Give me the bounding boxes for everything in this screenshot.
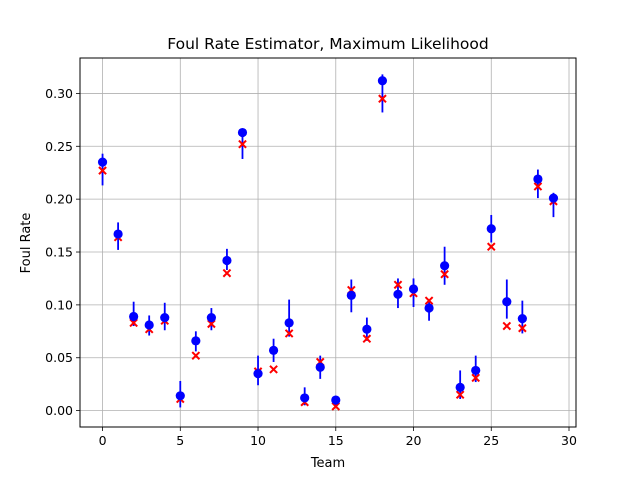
y-tick-label: 0.05 — [45, 350, 73, 365]
estimate-point — [97, 157, 108, 167]
estimate-point — [253, 369, 263, 379]
true-value-marker — [98, 166, 107, 175]
estimate-point — [315, 362, 325, 372]
y-tick-label: 0.15 — [45, 245, 73, 260]
estimate-point — [517, 314, 527, 324]
estimate-point — [160, 312, 170, 323]
estimate-point — [377, 76, 388, 86]
x-tick-label: 20 — [406, 433, 422, 448]
estimate-point — [548, 193, 559, 203]
chart-title: Foul Rate Estimator, Maximum Likelihood — [167, 35, 488, 53]
x-tick-label: 15 — [328, 433, 344, 448]
estimate-point — [471, 365, 481, 376]
x-tick-label: 0 — [99, 433, 107, 448]
y-tick-label: 0.25 — [45, 139, 73, 154]
estimate-point — [237, 127, 248, 138]
x-tick-label: 25 — [483, 433, 499, 448]
estimate-point — [113, 229, 123, 239]
true-value-marker — [129, 318, 138, 328]
true-value-marker — [222, 268, 232, 278]
estimate-point — [222, 255, 232, 266]
true-value-marker — [269, 365, 278, 374]
estimate-point — [144, 320, 154, 330]
x-axis-label: Team — [310, 456, 345, 471]
true-value-marker — [207, 319, 216, 329]
true-value-marker — [486, 242, 496, 252]
true-value-marker — [362, 334, 372, 344]
estimate-point — [268, 345, 279, 355]
y-axis-ticks: 0.00 0.05 0.10 0.15 0.20 0.25 0.30 — [45, 86, 80, 418]
y-axis-label: Foul Rate — [19, 213, 34, 274]
estimate-markers — [97, 76, 559, 405]
true-value-marker — [440, 269, 449, 279]
estimate-point — [284, 318, 294, 328]
x-axis-ticks: 0 5 10 15 20 25 30 — [99, 427, 577, 448]
estimate-point — [502, 297, 512, 307]
estimate-point — [331, 395, 341, 405]
estimate-point — [440, 261, 450, 271]
y-tick-label: 0.30 — [45, 86, 73, 101]
true-value-marker — [424, 296, 434, 305]
estimate-point — [206, 312, 216, 323]
estimate-point — [533, 174, 543, 184]
x-tick-label: 5 — [176, 433, 184, 448]
estimate-point — [455, 382, 465, 392]
estimate-point — [486, 224, 496, 234]
estimate-point — [191, 336, 201, 346]
true-value-marker — [518, 323, 527, 333]
y-tick-label: 0.10 — [45, 297, 73, 312]
estimate-point — [346, 290, 356, 300]
estimate-point — [129, 311, 139, 322]
estimate-point — [408, 284, 419, 294]
true-value-marker — [502, 321, 512, 331]
estimate-point — [300, 393, 310, 403]
estimate-point — [424, 303, 434, 313]
estimate-point — [362, 324, 372, 334]
y-tick-label: 0.00 — [45, 403, 73, 418]
x-tick-label: 30 — [561, 433, 577, 448]
estimate-point — [393, 289, 403, 299]
plot-frame — [79, 57, 577, 428]
true-value-marker — [331, 402, 341, 411]
true-value-marker — [284, 329, 294, 338]
x-tick-label: 10 — [250, 433, 266, 448]
y-tick-label: 0.20 — [45, 192, 73, 207]
true-value-marker — [191, 351, 201, 360]
estimate-point — [175, 391, 185, 401]
true-value-marker — [378, 94, 387, 104]
true-value-marker — [393, 280, 403, 290]
true-value-marker — [471, 373, 481, 383]
true-value-marker — [533, 182, 543, 191]
true-value-marker — [455, 390, 465, 400]
true-value-marker — [238, 139, 247, 149]
